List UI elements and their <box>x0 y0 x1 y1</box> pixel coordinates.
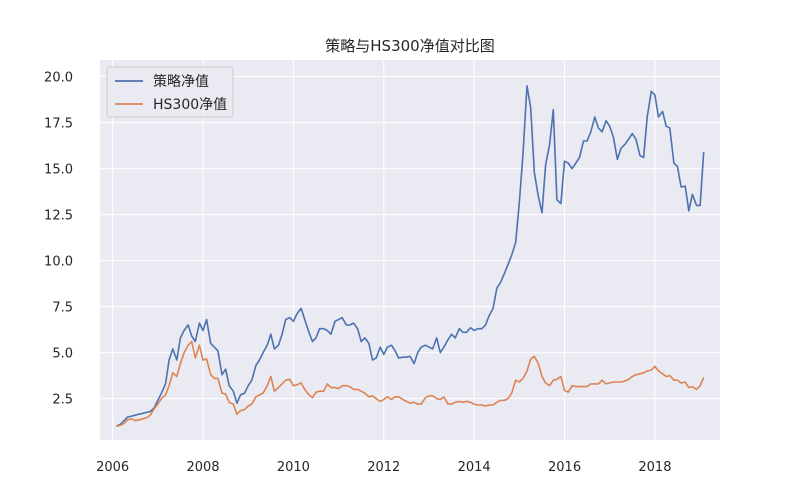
x-tick-label: 2008 <box>186 460 219 475</box>
legend-label-hs300: HS300净值 <box>153 97 227 113</box>
x-tick-label: 2010 <box>277 460 310 475</box>
tick-labels: 2006 2008 2010 2012 2014 2016 2018 2.5 5.0 7.5 10.… <box>44 71 671 475</box>
y-tick-label: 7.5 <box>52 301 73 316</box>
x-tick-label: 2018 <box>638 460 671 475</box>
grid-lines <box>100 60 720 440</box>
series-line-strategy <box>115 85 705 427</box>
series-lines <box>115 85 705 427</box>
chart-title: 策略与HS300净值对比图 <box>325 37 494 55</box>
x-tick-label: 2012 <box>367 460 400 475</box>
x-tick-label: 2006 <box>96 460 129 475</box>
x-tick-label: 2016 <box>548 460 581 475</box>
y-tick-label: 12.5 <box>44 209 73 224</box>
y-tick-label: 17.5 <box>44 117 73 132</box>
y-tick-label: 15.0 <box>44 163 73 178</box>
y-tick-label: 5.0 <box>52 347 73 362</box>
series-line-hs300 <box>116 340 705 427</box>
y-tick-label: 10.0 <box>44 255 73 270</box>
y-tick-label: 2.5 <box>52 393 73 408</box>
legend: 策略净值 HS300净值 <box>106 66 234 118</box>
legend-label-strategy: 策略净值 <box>153 73 209 90</box>
y-tick-label: 20.0 <box>44 71 73 86</box>
x-tick-label: 2014 <box>458 460 491 475</box>
